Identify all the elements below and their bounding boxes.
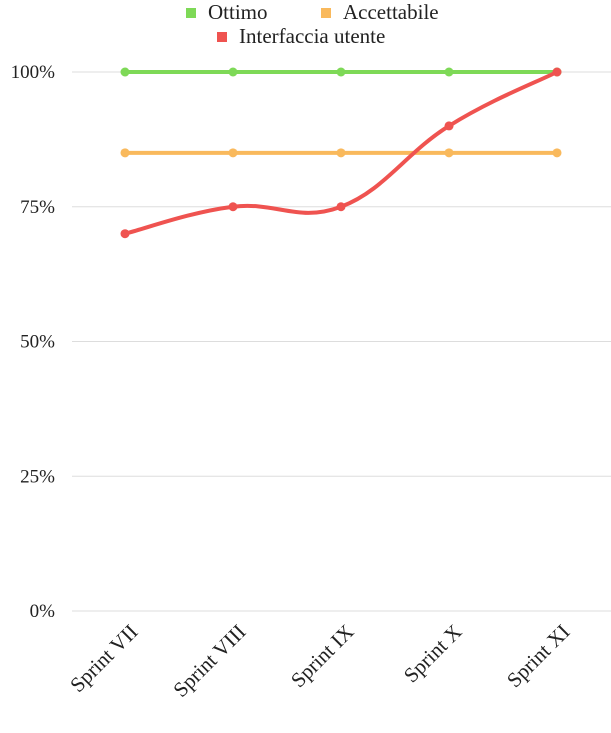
x-tick-label: Sprint VIII (168, 620, 250, 702)
x-axis-tick-labels: Sprint VII Sprint VIII Sprint IX Sprint X Sp… (65, 620, 574, 702)
data-point-ottimo (336, 67, 346, 77)
series-layer (120, 67, 562, 239)
legend-swatch-interfaccia-utente (217, 32, 227, 42)
y-tick-label: 25% (20, 466, 55, 487)
x-tick-label: Sprint XI (502, 620, 575, 693)
data-point-ottimo (228, 67, 238, 77)
data-point-interfaccia-utente (228, 202, 238, 212)
data-point-interfaccia-utente (444, 121, 454, 131)
data-point-interfaccia-utente (552, 67, 562, 77)
legend-swatch-accettabile (321, 8, 331, 18)
data-point-interfaccia-utente (336, 202, 346, 212)
data-point-ottimo (444, 67, 454, 77)
y-axis-tick-labels: 0% 25% 50% 75% 100% (11, 62, 56, 622)
y-tick-label: 75% (20, 197, 55, 218)
data-point-accettabile (120, 148, 130, 158)
legend-swatch-ottimo (186, 8, 196, 18)
legend-label-ottimo: Ottimo (208, 0, 268, 24)
y-tick-label: 100% (11, 62, 56, 83)
x-tick-label: Sprint VII (65, 620, 142, 697)
data-point-accettabile (336, 148, 346, 158)
y-tick-label: 0% (30, 601, 56, 622)
data-point-ottimo (120, 67, 130, 77)
data-point-accettabile (228, 148, 238, 158)
y-tick-label: 50% (20, 332, 55, 353)
x-tick-label: Sprint X (399, 620, 467, 688)
x-tick-label: Sprint IX (286, 620, 359, 693)
legend-label-interfaccia-utente: Interfaccia utente (239, 24, 385, 48)
data-point-accettabile (552, 148, 562, 158)
legend-label-accettabile: Accettabile (343, 0, 439, 24)
data-point-interfaccia-utente (120, 229, 130, 239)
data-point-accettabile (444, 148, 454, 158)
